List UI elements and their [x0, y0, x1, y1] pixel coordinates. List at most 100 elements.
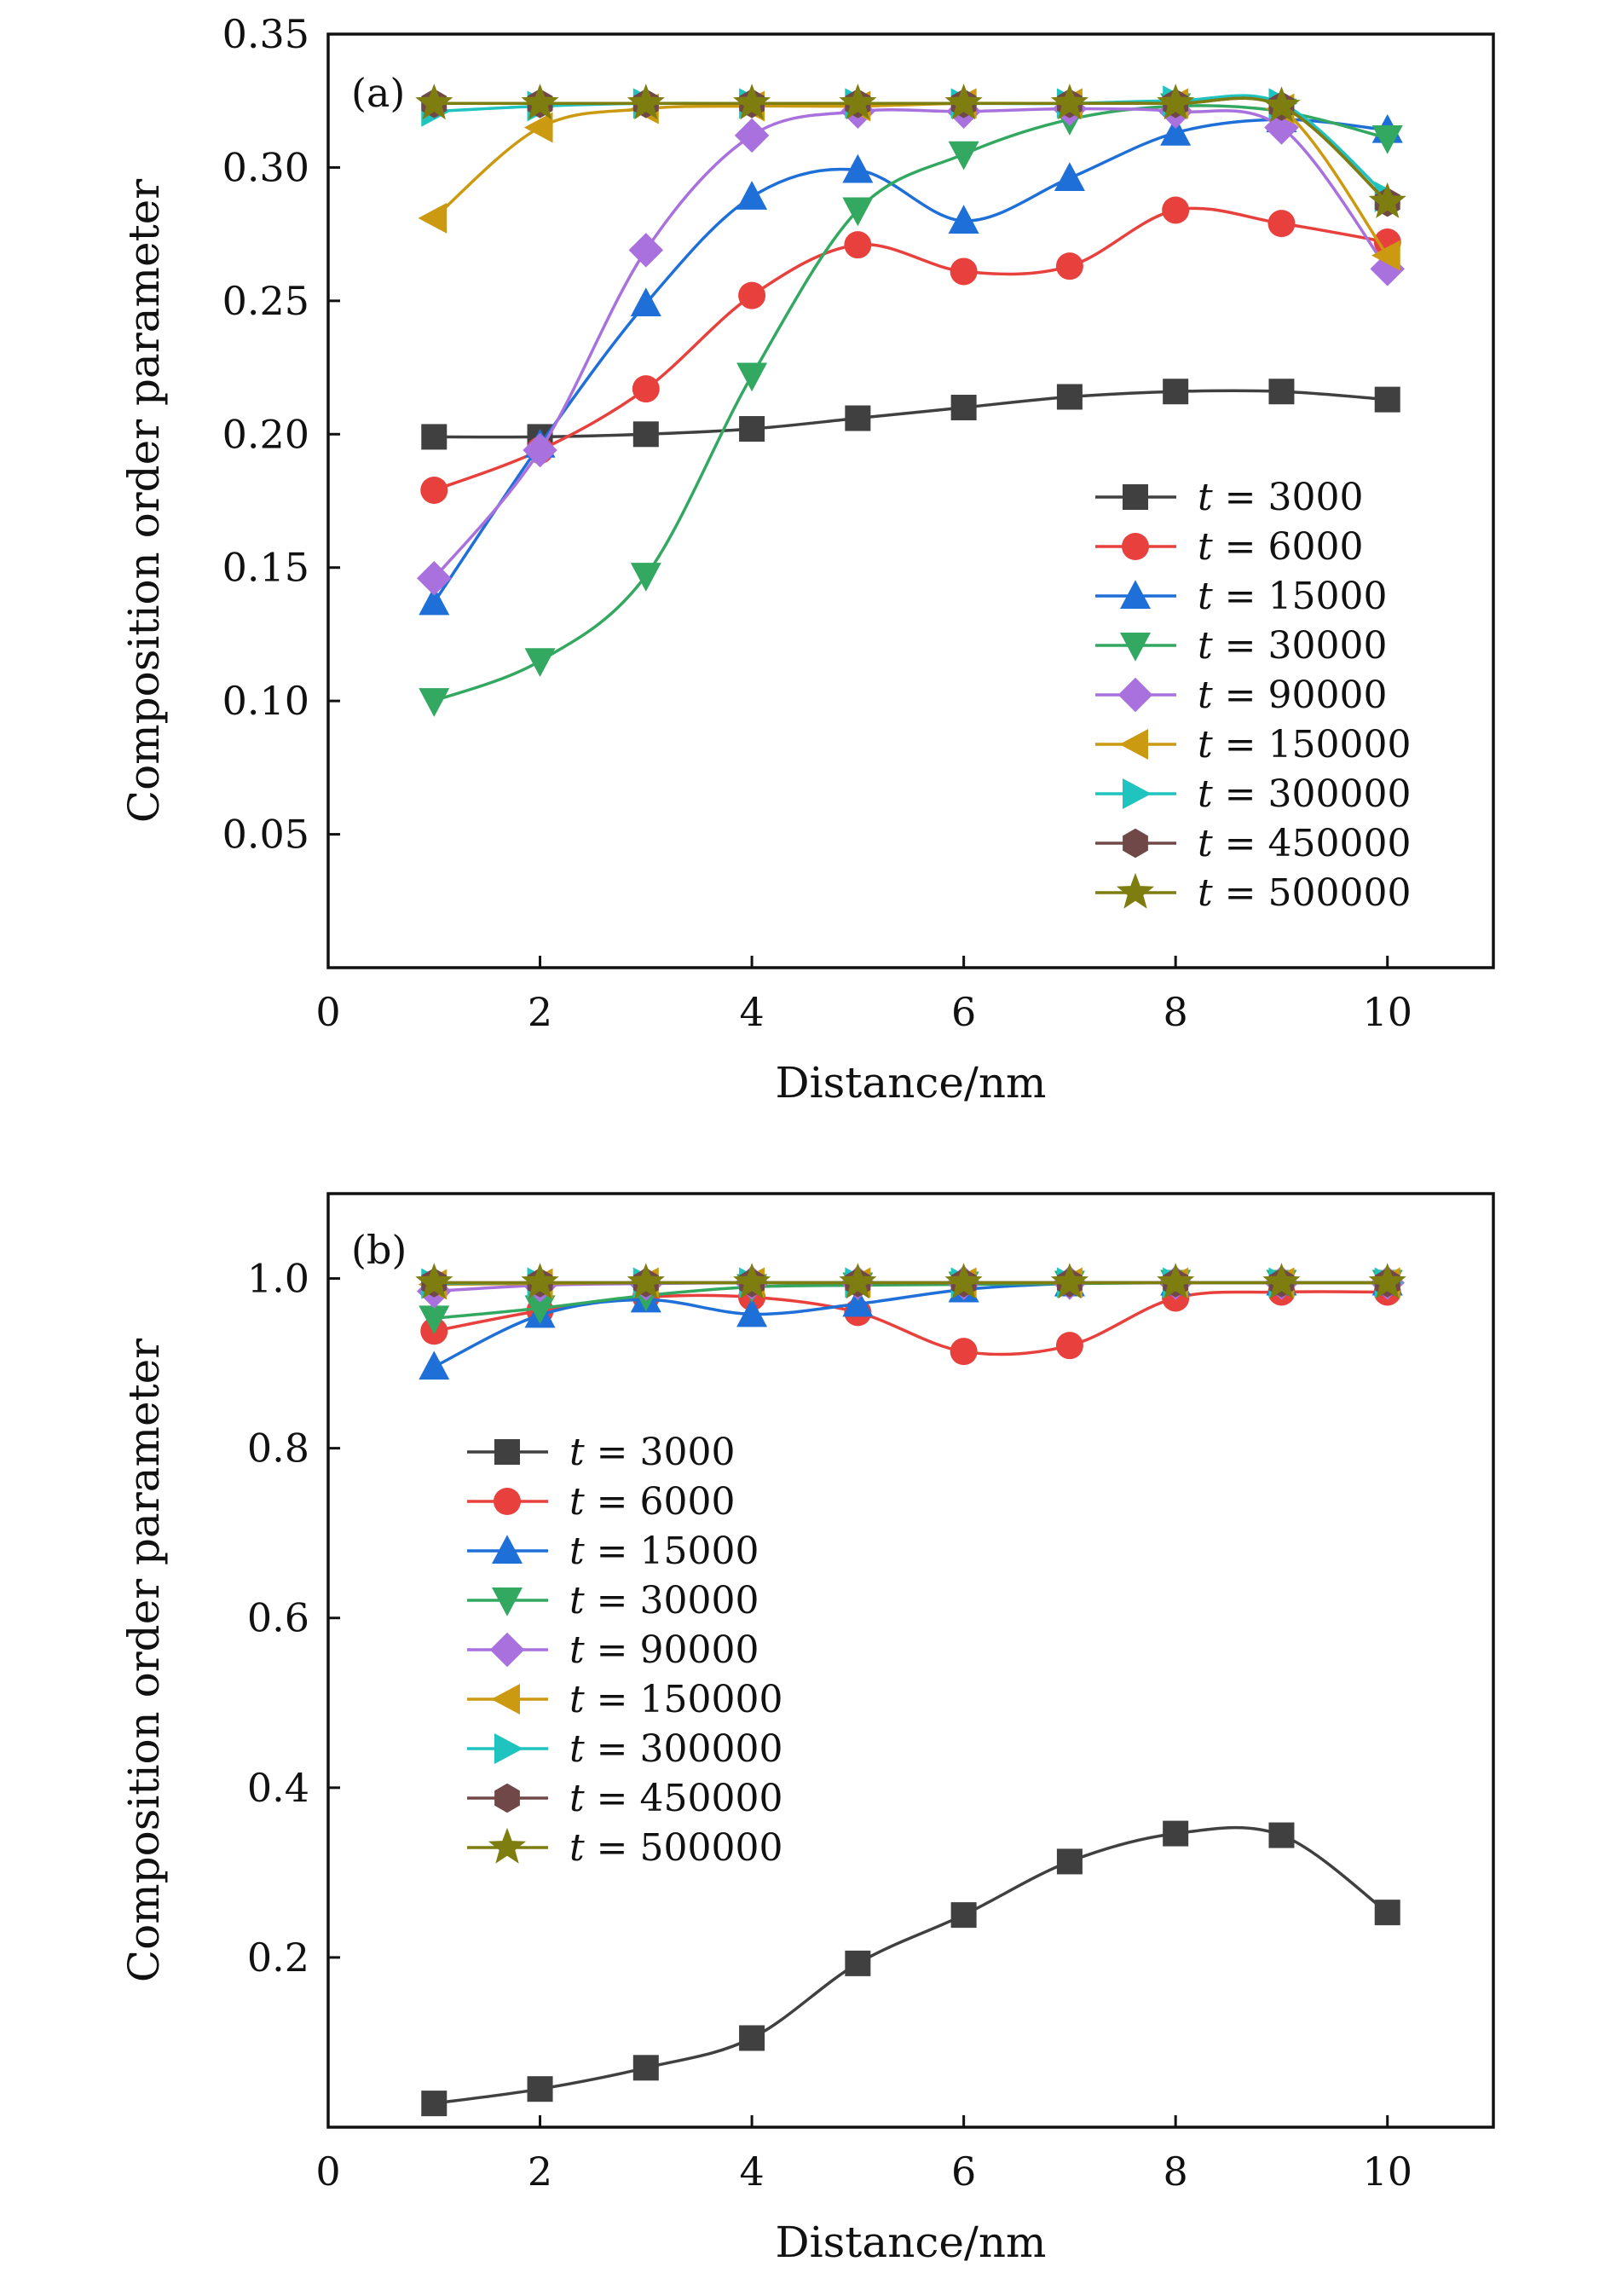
y-tick-label: 0.05 — [222, 812, 309, 858]
panel-label: (b) — [351, 1227, 407, 1273]
series-t-90000 — [417, 1265, 1405, 1309]
plot-frame — [326, 32, 1495, 969]
data-point — [632, 421, 659, 448]
legend: t = 3000 t = 6000 t = 15000 t = 30000 t = 90… — [1095, 476, 1412, 915]
legend-marker — [1119, 729, 1148, 760]
legend-label: t = 150000 — [1198, 723, 1412, 766]
data-point — [1157, 84, 1195, 120]
data-point — [1055, 252, 1083, 280]
series-t-150000 — [418, 88, 1400, 271]
legend-label: t = 30000 — [569, 1579, 759, 1622]
legend-marker — [491, 1684, 520, 1715]
y-axis-title: Composition order parameter — [119, 179, 169, 823]
data-point — [421, 424, 448, 450]
data-point — [417, 560, 452, 596]
data-point — [845, 405, 871, 431]
legend-entry: t = 15000 — [467, 1530, 759, 1573]
y-tick-label: 0.6 — [247, 1595, 309, 1641]
data-point — [632, 375, 660, 403]
data-point — [1050, 1263, 1088, 1299]
data-point — [1268, 1822, 1295, 1848]
data-point — [418, 202, 448, 234]
y-tick-label: 0.8 — [247, 1426, 309, 1472]
legend-entry: t = 3000 — [467, 1431, 736, 1474]
data-point — [628, 233, 664, 268]
x-axis-title: Distance/nm — [776, 2218, 1047, 2267]
legend-entry: t = 150000 — [467, 1678, 783, 1721]
series-t-30000 — [419, 1269, 1403, 1335]
legend-label: t = 15000 — [569, 1530, 759, 1573]
legend-entry: t = 300000 — [467, 1727, 783, 1771]
data-point — [844, 231, 872, 259]
x-tick-label: 6 — [951, 2149, 976, 2195]
series-t-3000 — [421, 379, 1400, 450]
legend-entry: t = 450000 — [467, 1777, 783, 1820]
legend-marker — [1117, 677, 1153, 713]
legend-marker — [494, 1733, 523, 1764]
series-line — [434, 389, 1388, 439]
data-point — [521, 84, 559, 120]
legend-entry: t = 90000 — [467, 1628, 759, 1672]
legend-entry: t = 3000 — [1095, 476, 1364, 519]
series-line — [433, 1290, 1388, 1356]
legend-label: t = 450000 — [569, 1777, 783, 1820]
data-point — [415, 84, 453, 120]
legend-entry: t = 6000 — [1095, 525, 1364, 569]
legend-entry: t = 30000 — [1095, 624, 1388, 668]
legend: t = 3000 t = 6000 t = 15000 t = 30000 t = 90… — [467, 1431, 783, 1870]
data-point — [736, 362, 768, 392]
panel-label: (a) — [351, 70, 405, 116]
data-point — [419, 586, 450, 616]
data-point — [1055, 1332, 1083, 1360]
data-point — [950, 257, 978, 286]
x-tick-label: 4 — [739, 2149, 764, 2195]
data-point — [1157, 1263, 1195, 1299]
data-point — [524, 1295, 556, 1325]
legend-entry: t = 450000 — [1095, 822, 1412, 865]
legend-marker — [494, 1439, 520, 1465]
legend-marker — [1123, 828, 1148, 859]
data-point — [421, 2091, 448, 2117]
legend-marker — [1116, 872, 1155, 909]
y-tick-label: 0.25 — [222, 278, 309, 324]
legend-label: t = 90000 — [1198, 674, 1388, 717]
data-point — [739, 416, 765, 442]
legend-entry: t = 500000 — [467, 1826, 783, 1870]
data-point — [415, 1263, 453, 1299]
chart-panel-b: 0 2 4 6 8 10 0.2 0.4 0.6 0.8 1.0 Distance/nm Composi… — [119, 1192, 1495, 2267]
legend-entry: t = 300000 — [1095, 772, 1412, 816]
data-point — [1050, 84, 1088, 120]
data-point — [739, 2025, 765, 2051]
x-axis-title: Distance/nm — [776, 1058, 1047, 1108]
data-point — [842, 197, 874, 227]
data-point — [419, 688, 450, 717]
data-point — [734, 118, 770, 153]
data-point — [1267, 210, 1296, 238]
series-t-90000 — [417, 91, 1405, 596]
data-point — [1054, 162, 1085, 191]
x-tick-label: 2 — [528, 2149, 552, 2195]
legend-marker — [488, 1827, 527, 1864]
data-point — [1262, 86, 1301, 123]
data-point — [1056, 384, 1083, 410]
series-line — [433, 206, 1388, 492]
data-point — [733, 1263, 771, 1299]
y-tick-label: 0.4 — [247, 1765, 309, 1811]
data-point — [626, 1263, 665, 1299]
data-point — [632, 2055, 659, 2081]
legend-label: t = 6000 — [1198, 525, 1364, 569]
data-point — [630, 563, 661, 592]
data-point — [1268, 379, 1295, 405]
legend-marker — [494, 1783, 520, 1813]
data-point — [1162, 196, 1190, 224]
legend-marker — [1123, 778, 1152, 809]
data-point — [738, 281, 766, 309]
legend-label: t = 6000 — [569, 1480, 736, 1524]
legend-entry: t = 90000 — [1095, 674, 1388, 717]
data-point — [419, 1305, 450, 1335]
data-point — [626, 84, 665, 120]
data-point — [1371, 125, 1403, 154]
legend-marker — [1120, 580, 1151, 609]
x-tick-label: 6 — [951, 989, 976, 1035]
